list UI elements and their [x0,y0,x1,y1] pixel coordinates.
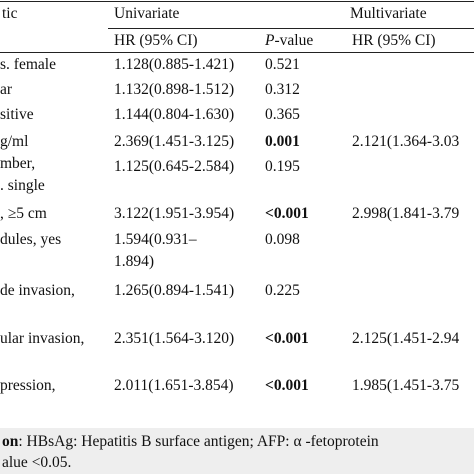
row-hr: 1.125(0.645-2.584) [114,158,235,175]
top-rule [0,1,474,2]
row-multivariate-hr: 2.125(1.451-2.94 [352,330,460,347]
row-hr: 2.351(1.564-3.120) [114,330,235,347]
row-hr: 3.122(1.951-3.954) [114,205,235,222]
row-label-line1: mber, [0,155,36,172]
footnote-abbreviations: : HBsAg: Hepatitis B surface antigen; AF… [18,433,379,450]
header-bottom-rule [0,52,474,53]
row-hr: 1.128(0.885-1.421) [114,56,235,73]
row-multivariate-hr: 1.985(1.451-3.75 [352,377,460,394]
header-hr-multivariate: HR (95% CI) [352,32,436,49]
header-characteristic: tic [2,5,18,22]
header-subrule [108,28,474,29]
row-p-significant: <0.001 [265,377,309,394]
row-p: 0.225 [265,282,300,299]
row-p: 0.521 [265,56,300,73]
row-label: ular invasion, [0,330,85,347]
row-label: , ≥5 cm [0,205,47,222]
row-hr-line2: 1.894) [114,253,155,270]
header-p-italic: P [265,32,275,49]
row-p: 0.365 [265,106,300,123]
row-multivariate-hr: 2.998(1.841-3.79 [352,205,460,222]
row-hr-line1: 1.594(0.931– [114,231,197,248]
row-hr: 2.369(1.451-3.125) [114,133,235,150]
row-hr: 1.265(0.894-1.541) [114,282,235,299]
row-p-significant: <0.001 [265,205,309,222]
row-label: dules, yes [0,231,62,248]
row-hr: 1.144(0.804-1.630) [114,106,235,123]
row-p-significant: 0.001 [265,133,300,150]
header-multivariate: Multivariate [350,5,427,22]
row-hr: 2.011(1.651-3.854) [114,377,234,394]
header-hr-univariate: HR (95% CI) [114,32,198,49]
row-label: sitive [0,106,34,123]
row-p: 0.195 [265,158,300,175]
footnote-line-1: on: HBsAg: Hepatitis B surface antigen; … [2,432,379,451]
footnote-abbreviation-label: on [2,433,19,450]
footnote-line-2: alue <0.05. [2,454,72,471]
row-p-significant: <0.001 [265,330,309,347]
row-p: 0.312 [265,81,300,98]
row-p: 0.098 [265,231,300,248]
row-multivariate-hr: 2.121(1.364-3.03 [352,133,460,150]
row-label: de invasion, [0,282,75,299]
row-label: ar [0,81,13,98]
row-hr: 1.132(0.898-1.512) [114,81,235,98]
row-label-line2: . single [0,177,45,194]
row-label: g/ml [0,133,29,150]
row-label: pression, [0,377,56,394]
row-label: s. female [0,56,56,73]
header-univariate: Univariate [114,5,180,22]
footnote-area: on: HBsAg: Hepatitis B surface antigen; … [0,428,474,474]
header-p-suffix: -value [274,32,314,49]
header-p-value: P-value [265,31,313,50]
